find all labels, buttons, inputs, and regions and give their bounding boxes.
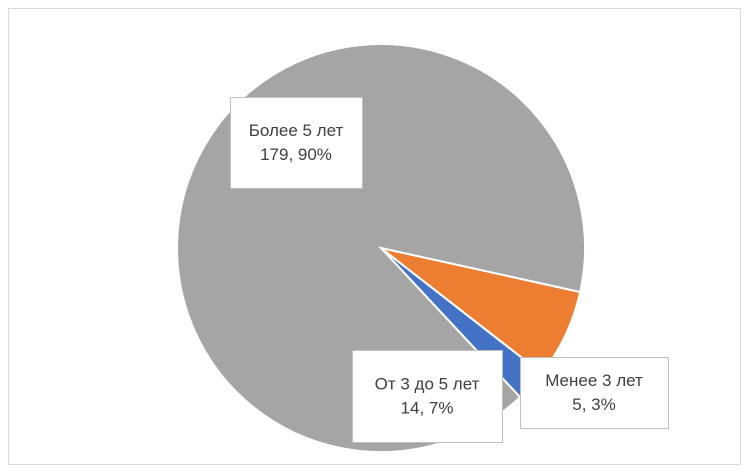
data-label-box [520,357,669,429]
data-label-category: Менее 3 лет [545,371,643,390]
data-label-category: От 3 до 5 лет [375,374,480,393]
data-label-box [352,350,503,443]
data-label-category: Более 5 лет [249,121,344,140]
data-label-value: 5, 3% [572,395,615,414]
data-label-value: 179, 90% [260,145,332,164]
data-label-value: 14, 7% [401,398,454,417]
data-label-box [230,97,363,189]
data-labels: Менее 3 лет 5, 3% От 3 до 5 лет 14, 7% Более… [230,97,669,443]
